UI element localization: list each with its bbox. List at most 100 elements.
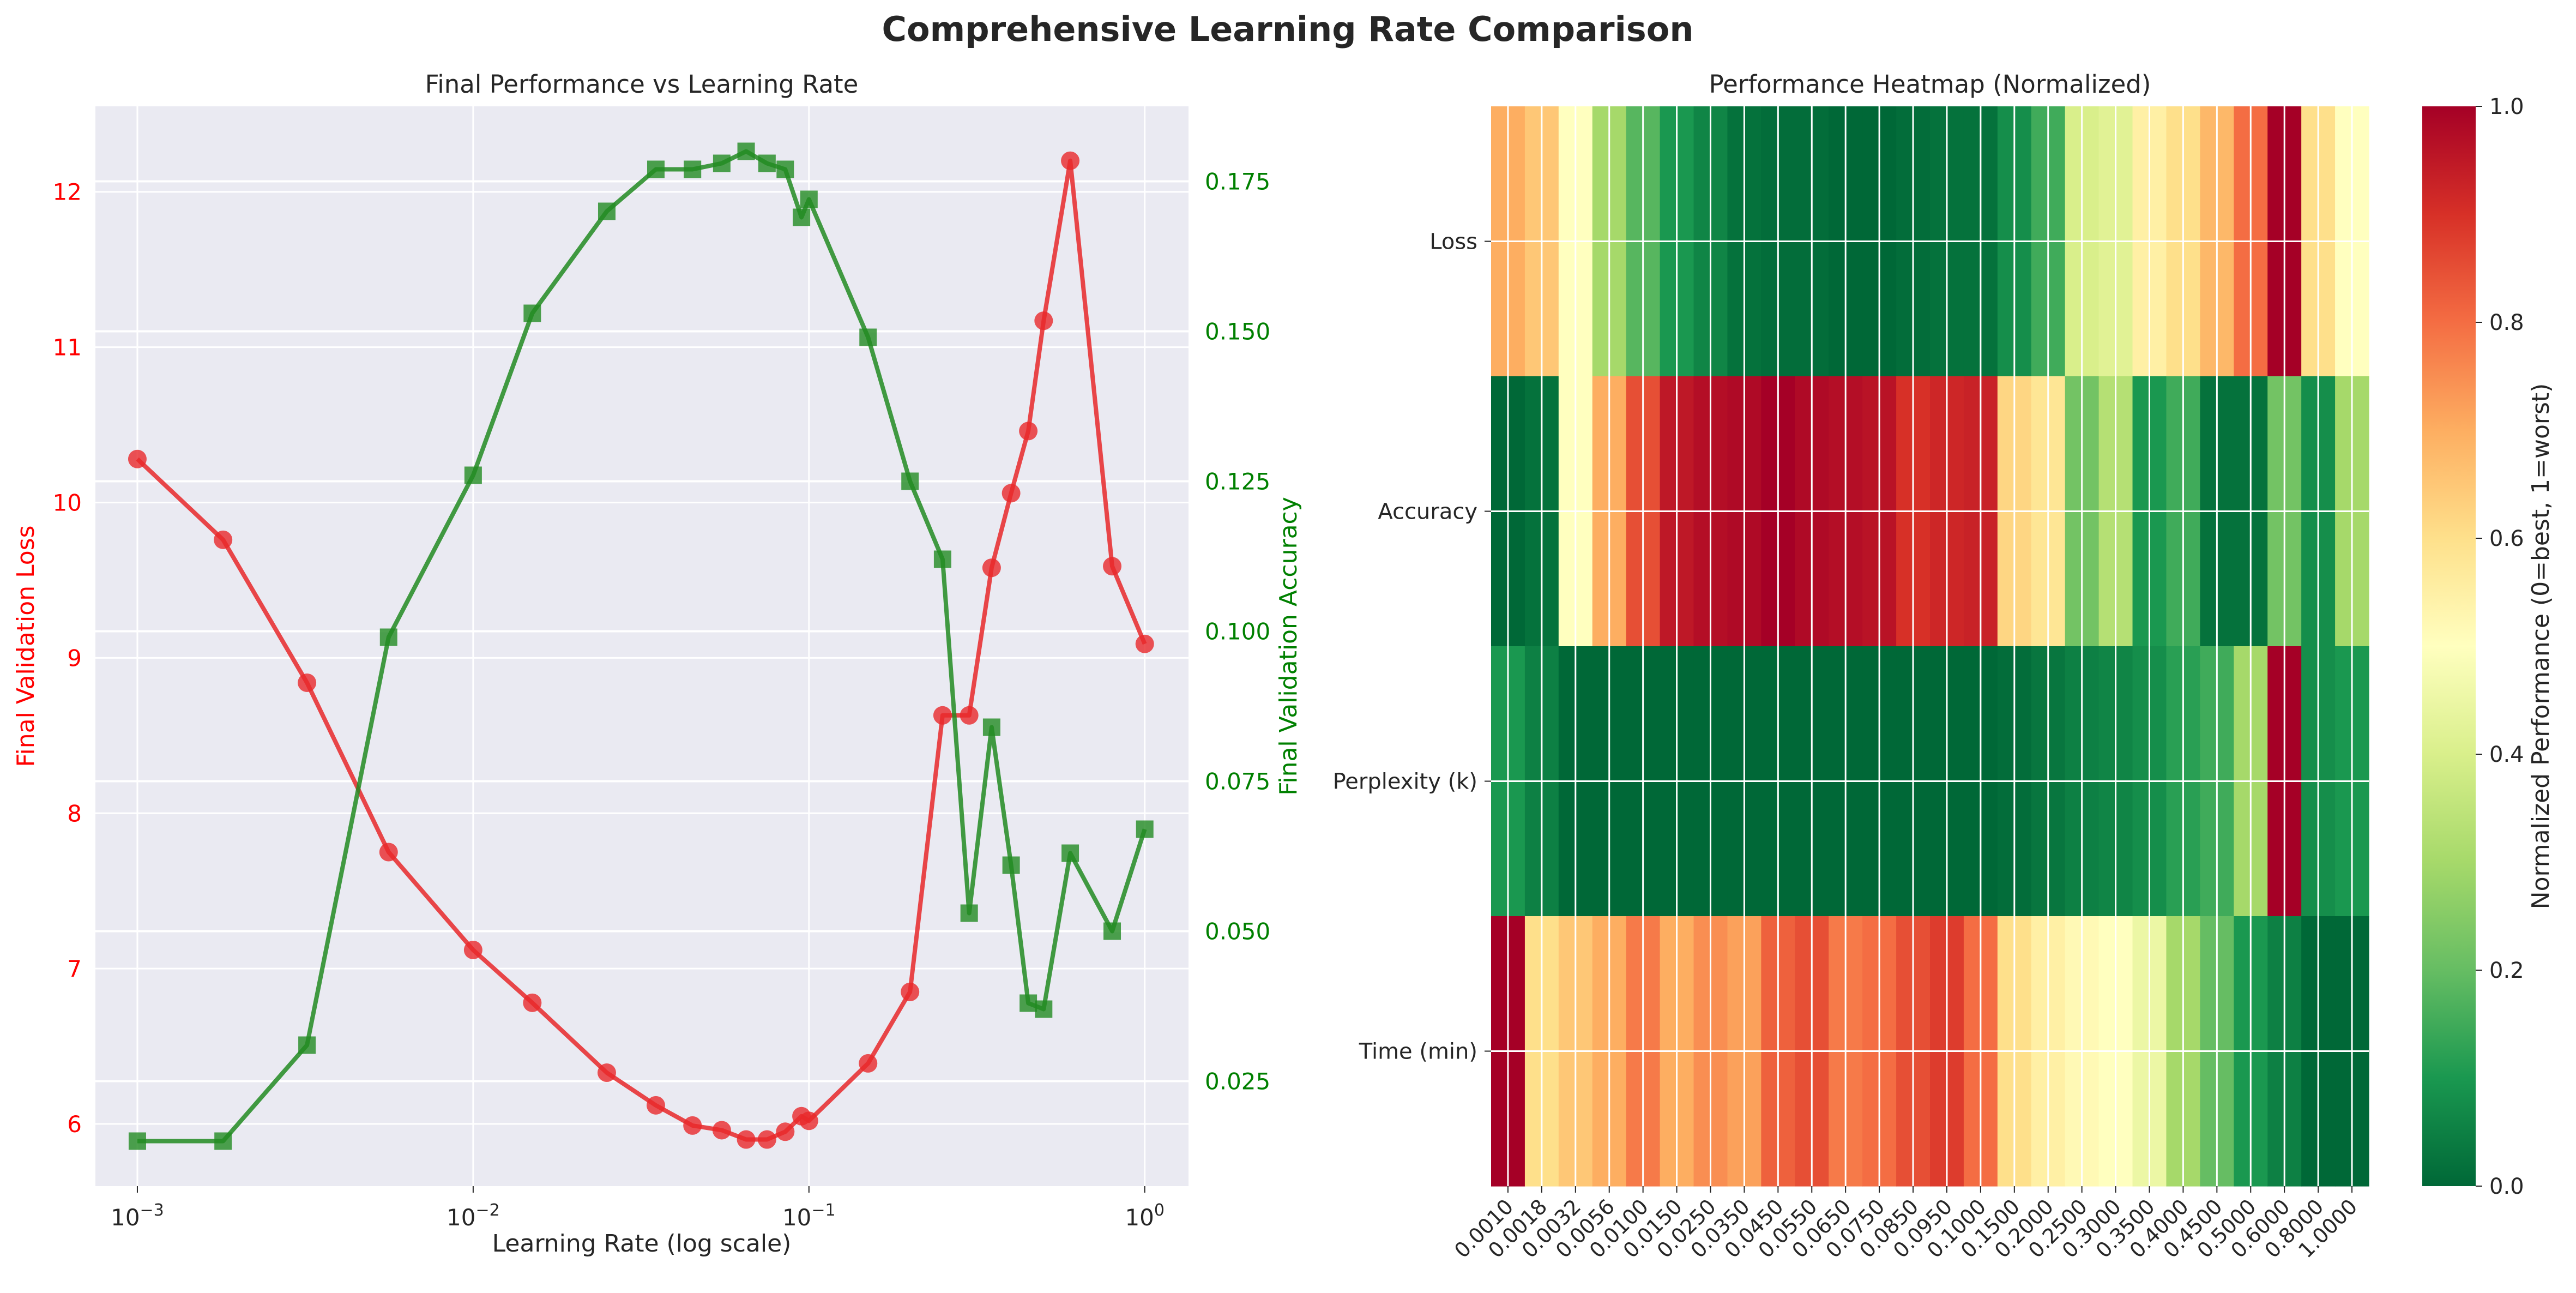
accuracy-point	[379, 628, 397, 646]
accuracy-point	[598, 202, 616, 220]
colorbar-tick-label: 0.8	[2489, 310, 2524, 335]
loss-point	[463, 940, 482, 959]
loss-point	[901, 982, 920, 1001]
accuracy-point	[758, 154, 776, 172]
colorbar-tick-label: 0.2	[2489, 958, 2524, 983]
loss-point	[776, 1122, 795, 1141]
line-chart-series	[128, 142, 1154, 1150]
figure-title: Comprehensive Learning Rate Comparison	[882, 9, 1694, 49]
heatmap-column-labels: 0.00100.00180.00320.00560.01000.01500.02…	[1450, 1186, 2362, 1262]
accuracy-series-line	[137, 149, 1147, 1144]
heatmap-row-labels: Loss Accuracy Perplexity (k) Time (min)	[1333, 230, 1491, 1065]
heatmap-row-label: Accuracy	[1378, 500, 1477, 525]
accuracy-point	[523, 304, 541, 322]
accuracy-point	[647, 160, 665, 178]
colorbar-ticks: 0.0 0.2 0.4 0.6 0.8 1.0	[2476, 94, 2524, 1199]
right-y-tick-label: 0.100	[1205, 618, 1270, 645]
accuracy-point	[214, 1132, 232, 1150]
loss-point	[1061, 151, 1080, 170]
accuracy-point	[1061, 844, 1079, 862]
heatmap-row-label: Loss	[1429, 230, 1477, 255]
colorbar-label: Normalized Performance (0=best, 1=worst)	[2527, 383, 2555, 910]
accuracy-point	[298, 1036, 316, 1054]
right-y-tick-label: 0.025	[1205, 1068, 1270, 1095]
left-y-tick-label: 9	[67, 645, 82, 671]
loss-point	[1135, 634, 1154, 653]
loss-point	[379, 843, 398, 862]
loss-point	[214, 530, 233, 549]
loss-point	[1019, 422, 1038, 441]
right-y-axis-ticks: 0.025 0.050 0.075 0.100 0.125 0.150 0.175	[1205, 169, 1270, 1095]
loss-point	[683, 1116, 702, 1135]
right-y-tick-label: 0.050	[1205, 918, 1270, 945]
colorbar-tick-label: 1.0	[2489, 94, 2524, 119]
accuracy-point	[982, 718, 1000, 736]
heatmap-row-label: Time (min)	[1359, 1039, 1477, 1065]
heatmap-grid	[1491, 106, 2369, 1186]
loss-point	[737, 1130, 756, 1149]
heatmap-cells	[1491, 106, 2369, 1187]
x-axis-ticks: 10−3 10−2 10−1 100	[111, 1186, 1165, 1231]
right-y-tick-label: 0.075	[1205, 768, 1270, 795]
loss-point	[128, 449, 147, 468]
loss-point	[597, 1063, 616, 1082]
left-y-axis-label: Final Validation Loss	[12, 525, 40, 767]
loss-point	[712, 1121, 731, 1140]
accuracy-point	[859, 328, 877, 346]
accuracy-point	[1002, 856, 1020, 874]
right-y-axis-label: Final Validation Accuracy	[1275, 497, 1302, 796]
loss-point	[1034, 311, 1053, 330]
left-y-tick-label: 6	[67, 1111, 82, 1138]
loss-series-line	[136, 158, 1147, 1142]
left-y-tick-label: 12	[53, 179, 82, 206]
loss-point	[933, 706, 952, 725]
loss-point	[757, 1130, 776, 1149]
accuracy-point	[1019, 994, 1037, 1012]
colorbar-tick-label: 0.6	[2489, 526, 2524, 551]
accuracy-point	[737, 142, 755, 160]
loss-point	[859, 1054, 878, 1073]
x-tick-label: 10−3	[111, 1201, 164, 1231]
accuracy-point	[684, 160, 702, 178]
left-y-tick-label: 7	[67, 955, 82, 982]
accuracy-point	[713, 154, 731, 172]
accuracy-point	[1136, 820, 1154, 838]
right-y-tick-label: 0.175	[1205, 169, 1270, 195]
colorbar: 0.0 0.2 0.4 0.6 0.8 1.0 Normalized Performanc…	[2422, 94, 2555, 1199]
accuracy-point	[464, 466, 482, 484]
colorbar-tick-label: 0.4	[2489, 742, 2524, 767]
accuracy-point	[960, 904, 978, 922]
colorbar-tick-label: 0.0	[2489, 1174, 2524, 1199]
loss-point	[298, 673, 317, 692]
heatmap: Loss Accuracy Perplexity (k) Time (min) 0.0…	[1333, 70, 2369, 1262]
loss-point	[1002, 484, 1021, 503]
colorbar-gradient	[2422, 106, 2476, 1186]
accuracy-point	[1103, 922, 1121, 940]
right-y-tick-label: 0.125	[1205, 468, 1270, 495]
left-y-axis-ticks: 6 7 8 9 10 11 12	[53, 179, 82, 1138]
heatmap-title: Performance Heatmap (Normalized)	[1709, 70, 2151, 99]
accuracy-point	[776, 160, 794, 178]
loss-point	[960, 706, 979, 725]
left-y-tick-label: 8	[67, 800, 82, 827]
right-y-tick-label: 0.150	[1205, 318, 1270, 345]
loss-point	[982, 558, 1001, 578]
heatmap-row-label: Perplexity (k)	[1333, 769, 1477, 795]
x-tick-label: 10−2	[447, 1201, 500, 1231]
accuracy-point	[128, 1132, 146, 1150]
loss-point	[1103, 557, 1122, 576]
left-y-tick-label: 10	[53, 489, 82, 516]
accuracy-point	[901, 472, 919, 490]
accuracy-point	[800, 190, 818, 208]
loss-point	[523, 993, 542, 1012]
x-axis-label: Learning Rate (log scale)	[492, 1230, 792, 1258]
x-tick-label: 100	[1125, 1201, 1165, 1231]
accuracy-point	[793, 208, 811, 226]
line-chart-title: Final Performance vs Learning Rate	[425, 70, 859, 99]
accuracy-point	[933, 550, 951, 568]
line-chart-plot-area	[95, 106, 1189, 1186]
loss-point	[799, 1111, 818, 1130]
